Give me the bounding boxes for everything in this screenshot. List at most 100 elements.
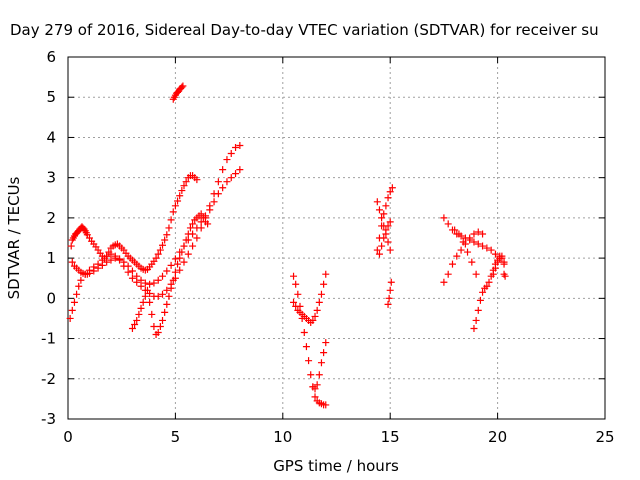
data-point <box>179 82 187 90</box>
y-tick-label: -2 <box>41 370 56 388</box>
data-point <box>380 210 388 218</box>
data-point <box>75 282 83 290</box>
data-point <box>150 279 158 287</box>
data-point <box>159 241 167 249</box>
x-tick-label: 15 <box>381 428 400 446</box>
data-point <box>470 325 478 332</box>
data-point <box>141 292 149 300</box>
data-point <box>448 260 456 268</box>
data-point <box>165 292 173 300</box>
data-point <box>193 234 201 242</box>
data-point <box>232 144 240 151</box>
data-point <box>171 255 179 263</box>
x-tick-label: 5 <box>171 428 181 446</box>
data-point <box>384 238 392 246</box>
data-point <box>124 268 132 276</box>
data-point <box>152 254 160 262</box>
data-point <box>163 267 171 275</box>
data-point <box>176 254 184 262</box>
data-point <box>103 258 111 266</box>
data-point <box>81 270 89 278</box>
data-point <box>466 234 474 242</box>
x-tick-label: 0 <box>63 428 73 446</box>
data-point <box>302 343 310 351</box>
data-point <box>472 270 480 278</box>
data-point <box>464 248 472 256</box>
data-point <box>219 166 227 174</box>
data-point <box>219 184 227 192</box>
data-series <box>67 172 201 274</box>
data-point <box>171 268 179 276</box>
data-point <box>292 280 300 288</box>
data-point <box>311 312 319 320</box>
data-point <box>210 198 218 206</box>
data-point <box>156 322 164 330</box>
data-point <box>67 242 75 250</box>
data-series <box>309 339 330 393</box>
data-point <box>500 260 508 268</box>
data-point <box>382 226 390 234</box>
data-point <box>159 290 167 298</box>
data-point <box>154 329 162 337</box>
data-point <box>290 298 298 306</box>
data-series <box>128 210 212 339</box>
data-point <box>137 276 145 284</box>
y-tick-label: 3 <box>46 169 56 187</box>
data-point <box>292 302 300 310</box>
data-point <box>148 310 156 318</box>
data-point <box>470 238 478 246</box>
data-point <box>174 197 182 205</box>
data-point <box>77 276 85 284</box>
data-point <box>184 230 192 238</box>
data-point <box>227 174 235 182</box>
data-point <box>440 278 448 286</box>
data-point <box>180 182 188 190</box>
data-point <box>135 310 143 318</box>
data-series <box>66 141 244 322</box>
x-axis-label: GPS time / hours <box>273 457 399 475</box>
data-point <box>489 270 497 278</box>
data-point <box>154 250 162 258</box>
axis-ticks: 0 5 10 15 20 25 -3 -2 -1 0 1 2 3 4 5 6 <box>41 48 615 446</box>
data-point <box>163 300 171 308</box>
data-point <box>479 242 487 250</box>
x-tick-label: 20 <box>488 428 507 446</box>
data-point <box>176 192 184 200</box>
data-point <box>315 371 323 379</box>
data-point <box>146 298 154 306</box>
data-point <box>204 220 212 228</box>
data-point <box>73 290 81 298</box>
data-point <box>311 385 319 393</box>
data-point <box>322 401 330 409</box>
data-point <box>180 258 188 266</box>
data-point <box>322 339 330 347</box>
data-point <box>483 282 491 290</box>
data-series <box>451 226 480 278</box>
data-point <box>387 278 395 286</box>
data-point <box>315 298 323 306</box>
data-point <box>120 262 128 270</box>
data-point <box>472 316 480 324</box>
data-point <box>236 166 244 174</box>
data-point <box>141 279 149 287</box>
data-point <box>180 242 188 250</box>
data-point <box>479 230 487 238</box>
data-point <box>459 238 467 246</box>
data-point <box>474 306 482 314</box>
data-point <box>317 290 325 298</box>
data-point <box>300 329 308 337</box>
data-point <box>146 280 154 288</box>
data-point <box>474 240 482 248</box>
data-point <box>313 306 321 314</box>
data-series <box>375 218 394 258</box>
data-point <box>483 244 491 252</box>
data-point <box>440 214 448 222</box>
data-point <box>311 393 319 401</box>
data-point <box>98 256 106 264</box>
data-point <box>214 178 222 186</box>
data-point <box>189 220 197 228</box>
y-tick-label: 5 <box>46 88 56 106</box>
data-series <box>384 278 395 308</box>
data-point <box>178 187 186 195</box>
